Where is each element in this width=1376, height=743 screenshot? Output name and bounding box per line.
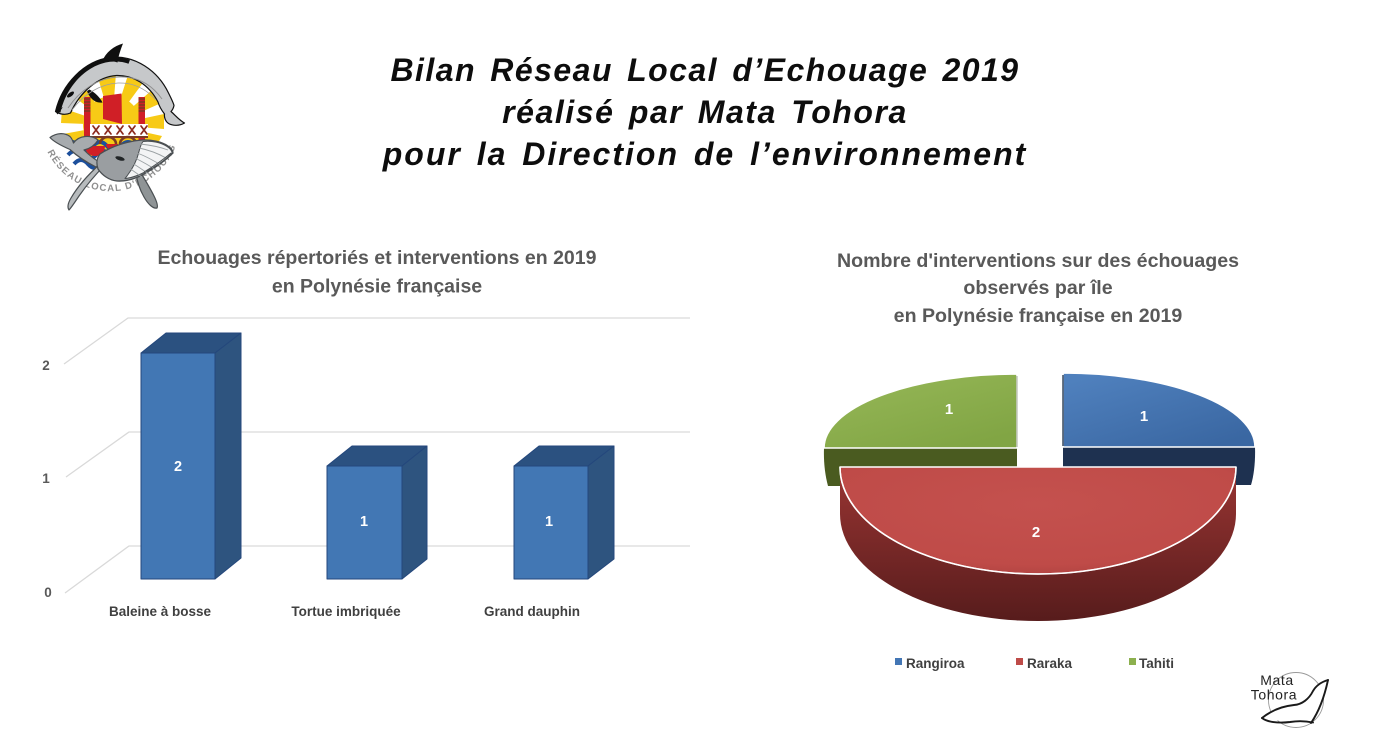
svg-text:1: 1: [42, 471, 50, 486]
svg-text:Echouages répertoriés et inter: Echouages répertoriés et interventions e…: [158, 247, 597, 269]
svg-text:Nombre d'interventions sur des: Nombre d'interventions sur des échouages: [837, 250, 1239, 272]
svg-text:Mata: Mata: [1260, 672, 1294, 688]
svg-text:1: 1: [545, 514, 553, 530]
svg-text:Rangiroa: Rangiroa: [906, 656, 965, 671]
svg-text:2: 2: [1032, 524, 1040, 541]
svg-text:en Polynésie française: en Polynésie française: [272, 276, 482, 298]
svg-text:Tortue imbriquée: Tortue imbriquée: [291, 604, 401, 619]
svg-text:1: 1: [945, 401, 953, 418]
svg-text:0: 0: [44, 585, 52, 600]
svg-text:Tahiti: Tahiti: [1139, 656, 1174, 671]
svg-text:en Polynésie française en 2019: en Polynésie française en 2019: [894, 305, 1183, 327]
svg-text:1: 1: [360, 514, 368, 530]
svg-text:Baleine à bosse: Baleine à bosse: [109, 604, 212, 619]
svg-text:1: 1: [1140, 408, 1148, 425]
svg-text:2: 2: [42, 358, 50, 373]
svg-text:Raraka: Raraka: [1027, 656, 1073, 671]
svg-text:Grand dauphin: Grand dauphin: [484, 604, 580, 619]
svg-text:2: 2: [174, 459, 182, 475]
svg-text:observés par île: observés par île: [963, 277, 1112, 299]
svg-text:Tohora: Tohora: [1251, 687, 1297, 703]
